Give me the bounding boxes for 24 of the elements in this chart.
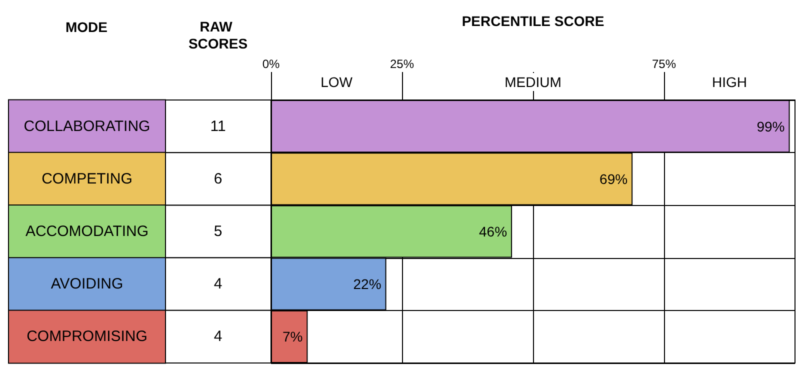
text: MEDIUM: [504, 74, 562, 90]
text: RAW SCORES: [188, 18, 248, 52]
x-tick-label: 0%: [262, 57, 280, 71]
text: 4: [214, 276, 222, 293]
y-tick-label: COMPETING: [42, 170, 132, 188]
text: LOW: [320, 74, 354, 90]
data-label: 69%: [600, 170, 628, 187]
x-axis-title: PERCENTILE SCORE: [462, 13, 604, 29]
y-tick-label: COMPROMISING: [26, 328, 148, 346]
text: HIGH: [712, 74, 747, 90]
text: 6: [214, 170, 222, 188]
data-label: 7%: [282, 328, 303, 345]
y-tick-label: COLLABORATING: [24, 118, 150, 135]
data-label: 99%: [756, 118, 785, 134]
text: 5: [214, 223, 222, 240]
y-axis-title: MODE: [66, 19, 108, 35]
y-tick-label: AVOIDING: [50, 276, 124, 293]
data-label: 46%: [479, 224, 508, 240]
x-tick-label: 25%: [390, 57, 414, 71]
x-tick-label: 75%: [652, 57, 676, 71]
y-tick-label: ACCOMODATING: [25, 223, 149, 240]
text: 11: [210, 118, 226, 135]
data-label: 22%: [353, 276, 382, 292]
text: 4: [214, 328, 222, 346]
